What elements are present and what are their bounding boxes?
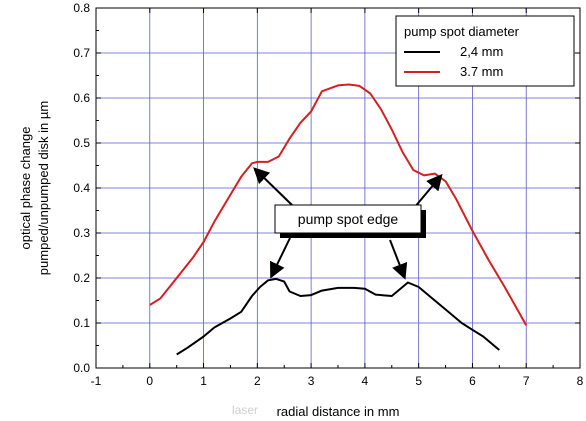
legend: pump spot diameter 2,4 mm 3.7 mm bbox=[395, 15, 575, 87]
annotation-arrow bbox=[413, 173, 443, 209]
x-tick-label: 6 bbox=[469, 374, 476, 388]
x-tick-label: 2 bbox=[254, 374, 261, 388]
annotation-arrow bbox=[270, 237, 291, 279]
y-tick-label: 0.4 bbox=[73, 181, 90, 195]
series-layer bbox=[149, 83, 528, 356]
y-tick-label: 0.7 bbox=[73, 46, 90, 60]
y-axis-label-line2: pumped/unpumped disk in µm bbox=[36, 101, 51, 275]
x-tick-label: 4 bbox=[362, 374, 369, 388]
series-line-2-4mm bbox=[176, 277, 500, 356]
tick-labels: -1 0 1 2 3 4 5 6 7 8 0.0 0.1 0.2 0.3 0.4 0.5 0.6 0.7 0.8 bbox=[73, 1, 583, 388]
y-tick-label: 0.5 bbox=[73, 136, 90, 150]
x-tick-label: 5 bbox=[415, 374, 422, 388]
y-tick-label: 0.8 bbox=[73, 1, 90, 15]
ticks bbox=[95, 7, 581, 369]
x-tick-label: 0 bbox=[146, 374, 153, 388]
x-tick-label: 7 bbox=[523, 374, 530, 388]
legend-label-2-4mm: 2,4 mm bbox=[460, 44, 503, 59]
x-tick-label: 3 bbox=[308, 374, 315, 388]
y-tick-label: 0.0 bbox=[73, 361, 90, 375]
legend-label-3-7mm: 3.7 mm bbox=[460, 64, 503, 79]
annotation-text: pump spot edge bbox=[298, 211, 399, 227]
annotation-box bbox=[274, 204, 422, 234]
series-line-3-7mm bbox=[149, 83, 528, 326]
watermark-text: laser bbox=[232, 403, 258, 417]
y-tick-label: 0.1 bbox=[73, 316, 90, 330]
x-tick-label: -1 bbox=[91, 374, 102, 388]
legend-title: pump spot diameter bbox=[404, 24, 520, 39]
x-tick-label: 8 bbox=[577, 374, 584, 388]
annotation-arrow bbox=[389, 239, 408, 280]
y-tick-label: 0.2 bbox=[73, 271, 90, 285]
pump-spot-edge-annotation: pump spot edge bbox=[253, 167, 443, 280]
y-tick-label: 0.3 bbox=[73, 226, 90, 240]
x-tick-label: 1 bbox=[200, 374, 207, 388]
y-axis-label-line1: optical phase change bbox=[18, 127, 33, 250]
y-tick-label: 0.6 bbox=[73, 91, 90, 105]
x-axis-label: radial distance in mm bbox=[277, 404, 400, 419]
annotation-arrow bbox=[253, 167, 293, 206]
